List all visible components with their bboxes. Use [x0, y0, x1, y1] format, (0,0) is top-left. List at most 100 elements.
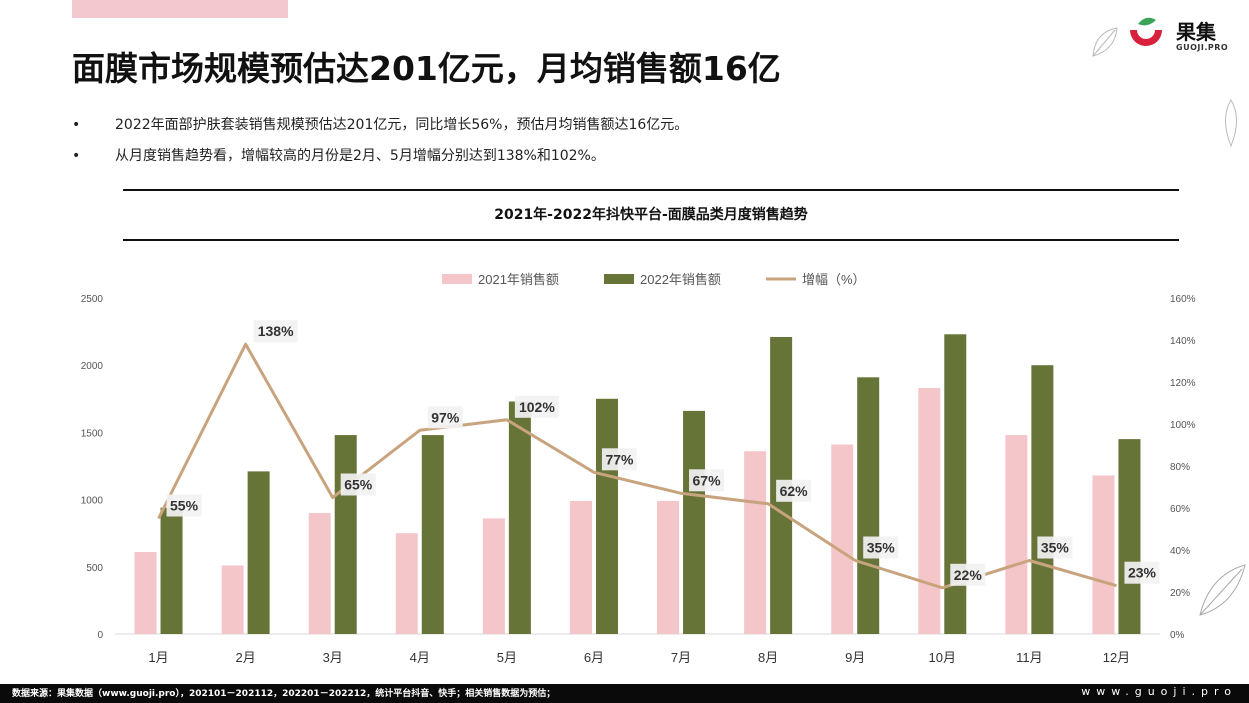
bullet-marker: • — [72, 117, 81, 133]
x-tick-label: 4月 — [410, 650, 430, 665]
growth-data-label: 55% — [170, 498, 199, 514]
bar-2022 — [1118, 439, 1141, 634]
data-label-bg — [514, 395, 559, 418]
bullet-text: 从月度销售趋势看，增幅较高的月份是2月、5月增幅分别达到138%和102%。 — [115, 148, 605, 164]
growth-data-label: 23% — [1128, 565, 1157, 581]
bar-2021 — [308, 513, 331, 634]
x-tick-label: 7月 — [671, 650, 691, 665]
x-tick-label: 3月 — [323, 650, 343, 665]
footer-url: www.guoji.pro — [1081, 685, 1237, 698]
bar-2022 — [334, 435, 357, 634]
bar-2021 — [569, 500, 592, 634]
bar-2021 — [744, 451, 767, 634]
growth-data-label: 67% — [693, 472, 722, 488]
growth-data-label: 97% — [431, 409, 460, 425]
y-right-tick-label: 100% — [1170, 420, 1196, 431]
growth-line — [157, 342, 1117, 590]
growth-data-label: 35% — [1041, 540, 1070, 556]
y-left-tick-label: 1000 — [81, 496, 104, 507]
chart-title: 2021年-2022年抖快平台-面膜品类月度销售趋势 — [494, 207, 808, 223]
logo-text-cn: 果集 — [1176, 20, 1216, 44]
decorative-leaf-icon — [1225, 99, 1237, 148]
growth-data-label: 22% — [954, 567, 983, 583]
y-right-tick-label: 160% — [1170, 294, 1196, 305]
data-label-bg — [1124, 561, 1160, 584]
y-left-tick-label: 0 — [97, 630, 103, 641]
growth-data-label: 102% — [519, 399, 555, 415]
legend-label: 2021年销售额 — [478, 272, 559, 287]
x-tick-label: 11月 — [1016, 650, 1043, 665]
data-label-bg — [253, 320, 298, 343]
y-left-tick-label: 2000 — [81, 361, 104, 372]
bar-2022 — [421, 435, 444, 634]
y-right-tick-label: 0% — [1170, 630, 1185, 641]
bar-2021 — [134, 552, 157, 634]
bullet-text: 2022年面部护肤套装销售规模预估达201亿元，同比增长56%，预估月均销售额达… — [115, 117, 689, 133]
legend-label: 增幅（%） — [802, 272, 866, 287]
legend-swatch — [604, 274, 634, 284]
bar-2021 — [918, 388, 941, 634]
x-tick-label: 1月 — [148, 650, 168, 665]
page-title: 面膜市场规模预估达201亿元，月均销售额16亿 — [72, 49, 781, 88]
data-label-bg — [427, 406, 463, 429]
bar-2022 — [160, 507, 183, 634]
bar-2022 — [1031, 365, 1054, 634]
data-label-bg — [601, 448, 637, 471]
legend-label: 2022年销售额 — [640, 272, 721, 287]
bar-2021 — [1005, 435, 1028, 634]
chart-title-bottom-rule — [123, 239, 1179, 241]
header-accent-bar — [72, 0, 288, 18]
bar-2021 — [221, 565, 244, 634]
y-left-tick-label: 500 — [86, 563, 103, 574]
y-left-tick-label: 2500 — [81, 294, 104, 305]
y-right-tick-label: 80% — [1170, 462, 1190, 473]
x-tick-label: 12月 — [1103, 650, 1130, 665]
decorative-leaf-icon — [1092, 27, 1118, 57]
bar-2022 — [857, 377, 880, 634]
bar-2021 — [1092, 475, 1115, 634]
bar-2021 — [657, 500, 680, 634]
growth-data-label: 65% — [344, 477, 373, 493]
y-right-tick-label: 60% — [1170, 504, 1190, 515]
growth-data-label: 138% — [258, 323, 294, 339]
legend-swatch — [442, 274, 472, 284]
data-source-note: 数据来源：果集数据（www.guoji.pro），202101－202112，2… — [12, 689, 556, 699]
data-label-bg — [166, 494, 202, 517]
bar-2021 — [831, 444, 854, 634]
y-right-tick-label: 20% — [1170, 588, 1190, 599]
decorative-leaf-icon — [1199, 564, 1246, 616]
x-tick-label: 9月 — [845, 650, 865, 665]
brand-logo: 果集 GUOJI.PRO — [1122, 10, 1232, 52]
bar-2021 — [482, 518, 505, 634]
x-tick-label: 6月 — [584, 650, 604, 665]
bullet-marker: • — [72, 148, 81, 164]
bar-2021 — [395, 533, 418, 634]
bar-2022 — [595, 398, 618, 634]
data-label-bg — [950, 563, 986, 586]
data-label-bg — [340, 473, 376, 496]
y-right-tick-label: 140% — [1170, 336, 1196, 347]
x-tick-label: 8月 — [758, 650, 778, 665]
growth-data-label: 35% — [867, 540, 896, 556]
x-tick-label: 2月 — [236, 650, 256, 665]
growth-data-label: 62% — [780, 483, 809, 499]
bar-2022 — [683, 410, 706, 634]
bar-2022 — [247, 471, 270, 634]
y-left-tick-label: 1500 — [81, 428, 104, 439]
bar-2022 — [944, 334, 967, 634]
data-label-bg — [863, 536, 899, 559]
x-tick-label: 10月 — [929, 650, 956, 665]
logo-mark-icon — [1130, 17, 1162, 46]
bar-2022 — [508, 401, 531, 634]
data-label-bg — [1037, 536, 1073, 559]
y-right-tick-label: 120% — [1170, 378, 1196, 389]
data-label-bg — [776, 479, 812, 502]
data-label-bg — [689, 469, 725, 492]
chart-title-top-rule — [123, 189, 1179, 191]
y-right-tick-label: 40% — [1170, 546, 1190, 557]
x-tick-label: 5月 — [497, 650, 517, 665]
footer-bar: 数据来源：果集数据（www.guoji.pro），202101－202112，2… — [0, 684, 1249, 703]
growth-data-label: 77% — [605, 451, 634, 467]
logo-text-en: GUOJI.PRO — [1176, 43, 1229, 52]
